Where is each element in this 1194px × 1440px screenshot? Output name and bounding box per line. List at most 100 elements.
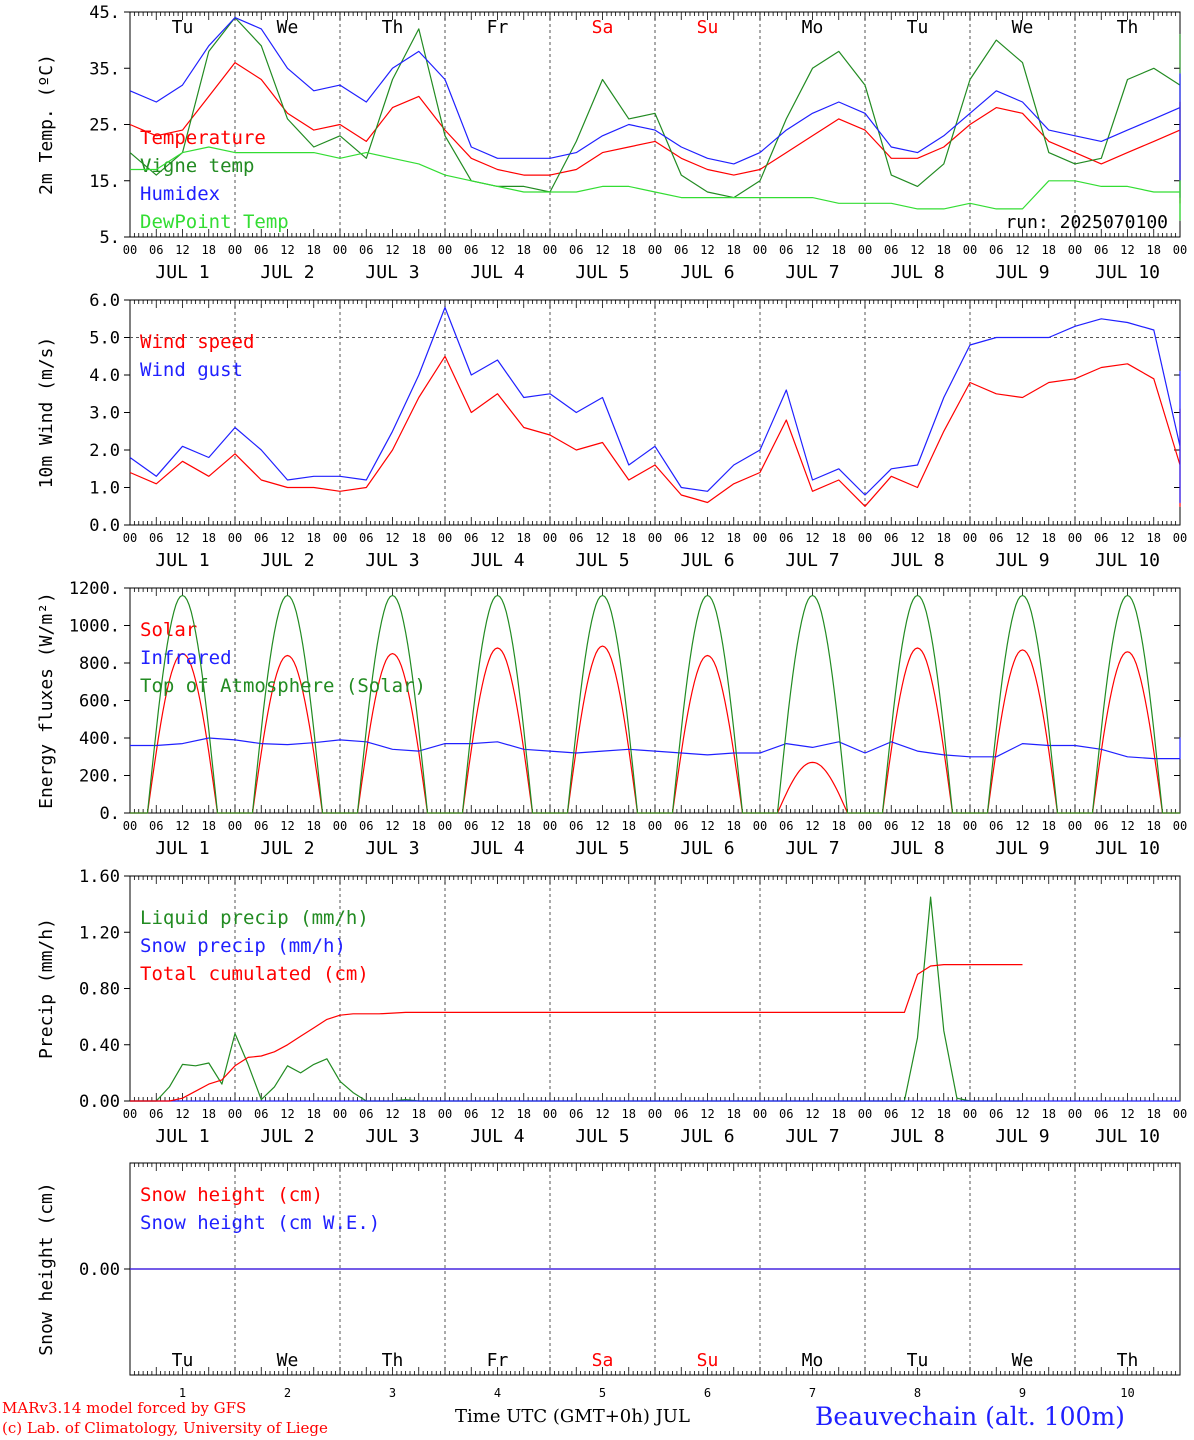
- x-hour-label: 12: [385, 243, 399, 257]
- legend-entry: Snow precip (mm/h): [140, 935, 346, 957]
- x-hour-label: 06: [254, 531, 268, 545]
- x-hour-label: 18: [1147, 1107, 1161, 1121]
- x-date-label: JUL 5: [575, 838, 629, 859]
- weekday-label: We: [277, 17, 299, 38]
- x-date-label: JUL 1: [155, 550, 209, 571]
- x-hour-label: 12: [490, 531, 504, 545]
- weekday-label: Mo: [802, 17, 824, 38]
- x-hour-label: 18: [517, 1107, 531, 1121]
- series-line: [130, 594, 1180, 814]
- weekday-label: We: [1012, 17, 1034, 38]
- y-tick-label: 4.0: [89, 366, 120, 386]
- weekday-label: Tu: [172, 1350, 194, 1371]
- x-hour-label: 12: [280, 531, 294, 545]
- plot-frame: [129, 299, 1181, 526]
- x-hour-label: 18: [937, 243, 951, 257]
- x-hour-label: 18: [937, 531, 951, 545]
- weekday-label: Tu: [172, 17, 194, 38]
- legend-entry: Humidex: [140, 183, 220, 205]
- x-hour-label: 06: [464, 243, 478, 257]
- x-hour-label: 00: [123, 819, 137, 833]
- x-date-label: JUL 4: [470, 262, 524, 283]
- x-hour-label: 06: [254, 1107, 268, 1121]
- x-hour-label: 18: [412, 531, 426, 545]
- x-hour-label: 12: [1015, 1107, 1029, 1121]
- legend-entry: Solar: [140, 619, 197, 641]
- x-hour-label: 06: [779, 1107, 793, 1121]
- x-hour-label: 00: [438, 243, 452, 257]
- weekday-label: Fr: [487, 17, 509, 38]
- y-tick-label: 35.: [89, 59, 120, 79]
- x-hour-label: 00: [333, 243, 347, 257]
- station-name: Beauvechain (alt. 100m): [815, 1402, 1125, 1431]
- x-hour-label: 06: [254, 243, 268, 257]
- y-tick-label: 0.40: [79, 1036, 120, 1056]
- y-tick-label: 2.0: [89, 441, 120, 461]
- x-hour-label: 18: [622, 243, 636, 257]
- y-tick-label: 1000.: [69, 617, 120, 637]
- x-hour-label: 18: [412, 819, 426, 833]
- x-hour-label: 00: [963, 819, 977, 833]
- x-hour-label: 12: [805, 1107, 819, 1121]
- x-hour-label: 12: [700, 243, 714, 257]
- y-tick-label: 1.20: [79, 923, 120, 943]
- x-hour-label: 00: [858, 531, 872, 545]
- x-hour-label: 18: [727, 243, 741, 257]
- y-tick-label: 5.: [100, 228, 120, 248]
- x-hour-label: 00: [753, 531, 767, 545]
- x-hour-label: 06: [569, 1107, 583, 1121]
- x-date-label: JUL 5: [575, 1126, 629, 1147]
- x-date-label: JUL 10: [1095, 1126, 1160, 1147]
- weekday-label: Mo: [802, 1350, 824, 1371]
- y-tick-label: 0.00: [79, 1260, 120, 1280]
- x-date-label: JUL 7: [785, 550, 839, 571]
- x-hour-label: 00: [648, 531, 662, 545]
- x-date-label: JUL 8: [890, 550, 944, 571]
- x-date-label: JUL 5: [575, 262, 629, 283]
- x-hour-label: 12: [1015, 531, 1029, 545]
- x-hour-label: 06: [989, 1107, 1003, 1121]
- day-number-label: 5: [599, 1386, 606, 1400]
- x-hour-label: 06: [674, 819, 688, 833]
- x-hour-label: 18: [832, 1107, 846, 1121]
- x-date-label: JUL 7: [785, 838, 839, 859]
- plot-frame: [129, 587, 1181, 814]
- y-tick-label: 3.0: [89, 404, 120, 424]
- x-hour-label: 00: [123, 531, 137, 545]
- x-hour-label: 00: [228, 531, 242, 545]
- x-hour-label: 12: [700, 531, 714, 545]
- x-hour-label: 00: [333, 531, 347, 545]
- x-hour-label: 06: [464, 531, 478, 545]
- x-hour-label: 18: [1147, 531, 1161, 545]
- x-hour-label: 06: [1094, 819, 1108, 833]
- x-hour-label: 12: [1015, 819, 1029, 833]
- x-hour-label: 06: [674, 531, 688, 545]
- x-hour-label: 06: [254, 819, 268, 833]
- x-date-label: JUL 6: [680, 1126, 734, 1147]
- x-hour-label: 12: [700, 1107, 714, 1121]
- x-hour-label: 18: [307, 243, 321, 257]
- weekday-label: We: [1012, 1350, 1034, 1371]
- x-hour-label: 18: [202, 1107, 216, 1121]
- x-hour-label: 00: [123, 243, 137, 257]
- x-hour-label: 18: [832, 819, 846, 833]
- weekday-label: Sa: [592, 1350, 614, 1371]
- y-axis-label: Snow height (cm): [36, 1182, 57, 1355]
- x-hour-label: 18: [832, 243, 846, 257]
- weekday-label: Su: [697, 1350, 719, 1371]
- weekday-label: Th: [382, 1350, 404, 1371]
- panel-1: 5. 15. 25. 35. 45. 2m Temp. (ºC) 00 06 12 18 JUL 1…: [36, 3, 1187, 283]
- y-axis-label: 10m Wind (m/s): [36, 337, 57, 489]
- x-date-label: JUL 9: [995, 262, 1049, 283]
- x-hour-label: 18: [937, 819, 951, 833]
- x-date-label: JUL 7: [785, 262, 839, 283]
- y-tick-label: 0.00: [79, 1092, 120, 1112]
- x-date-label: JUL 2: [260, 262, 314, 283]
- x-date-label: JUL 10: [1095, 262, 1160, 283]
- x-date-label: JUL 9: [995, 550, 1049, 571]
- x-hour-label: 12: [910, 531, 924, 545]
- x-hour-label: 12: [490, 243, 504, 257]
- y-axis-label: 2m Temp. (ºC): [36, 54, 57, 195]
- day-number-label: 7: [809, 1386, 816, 1400]
- weekday-label: Sa: [592, 17, 614, 38]
